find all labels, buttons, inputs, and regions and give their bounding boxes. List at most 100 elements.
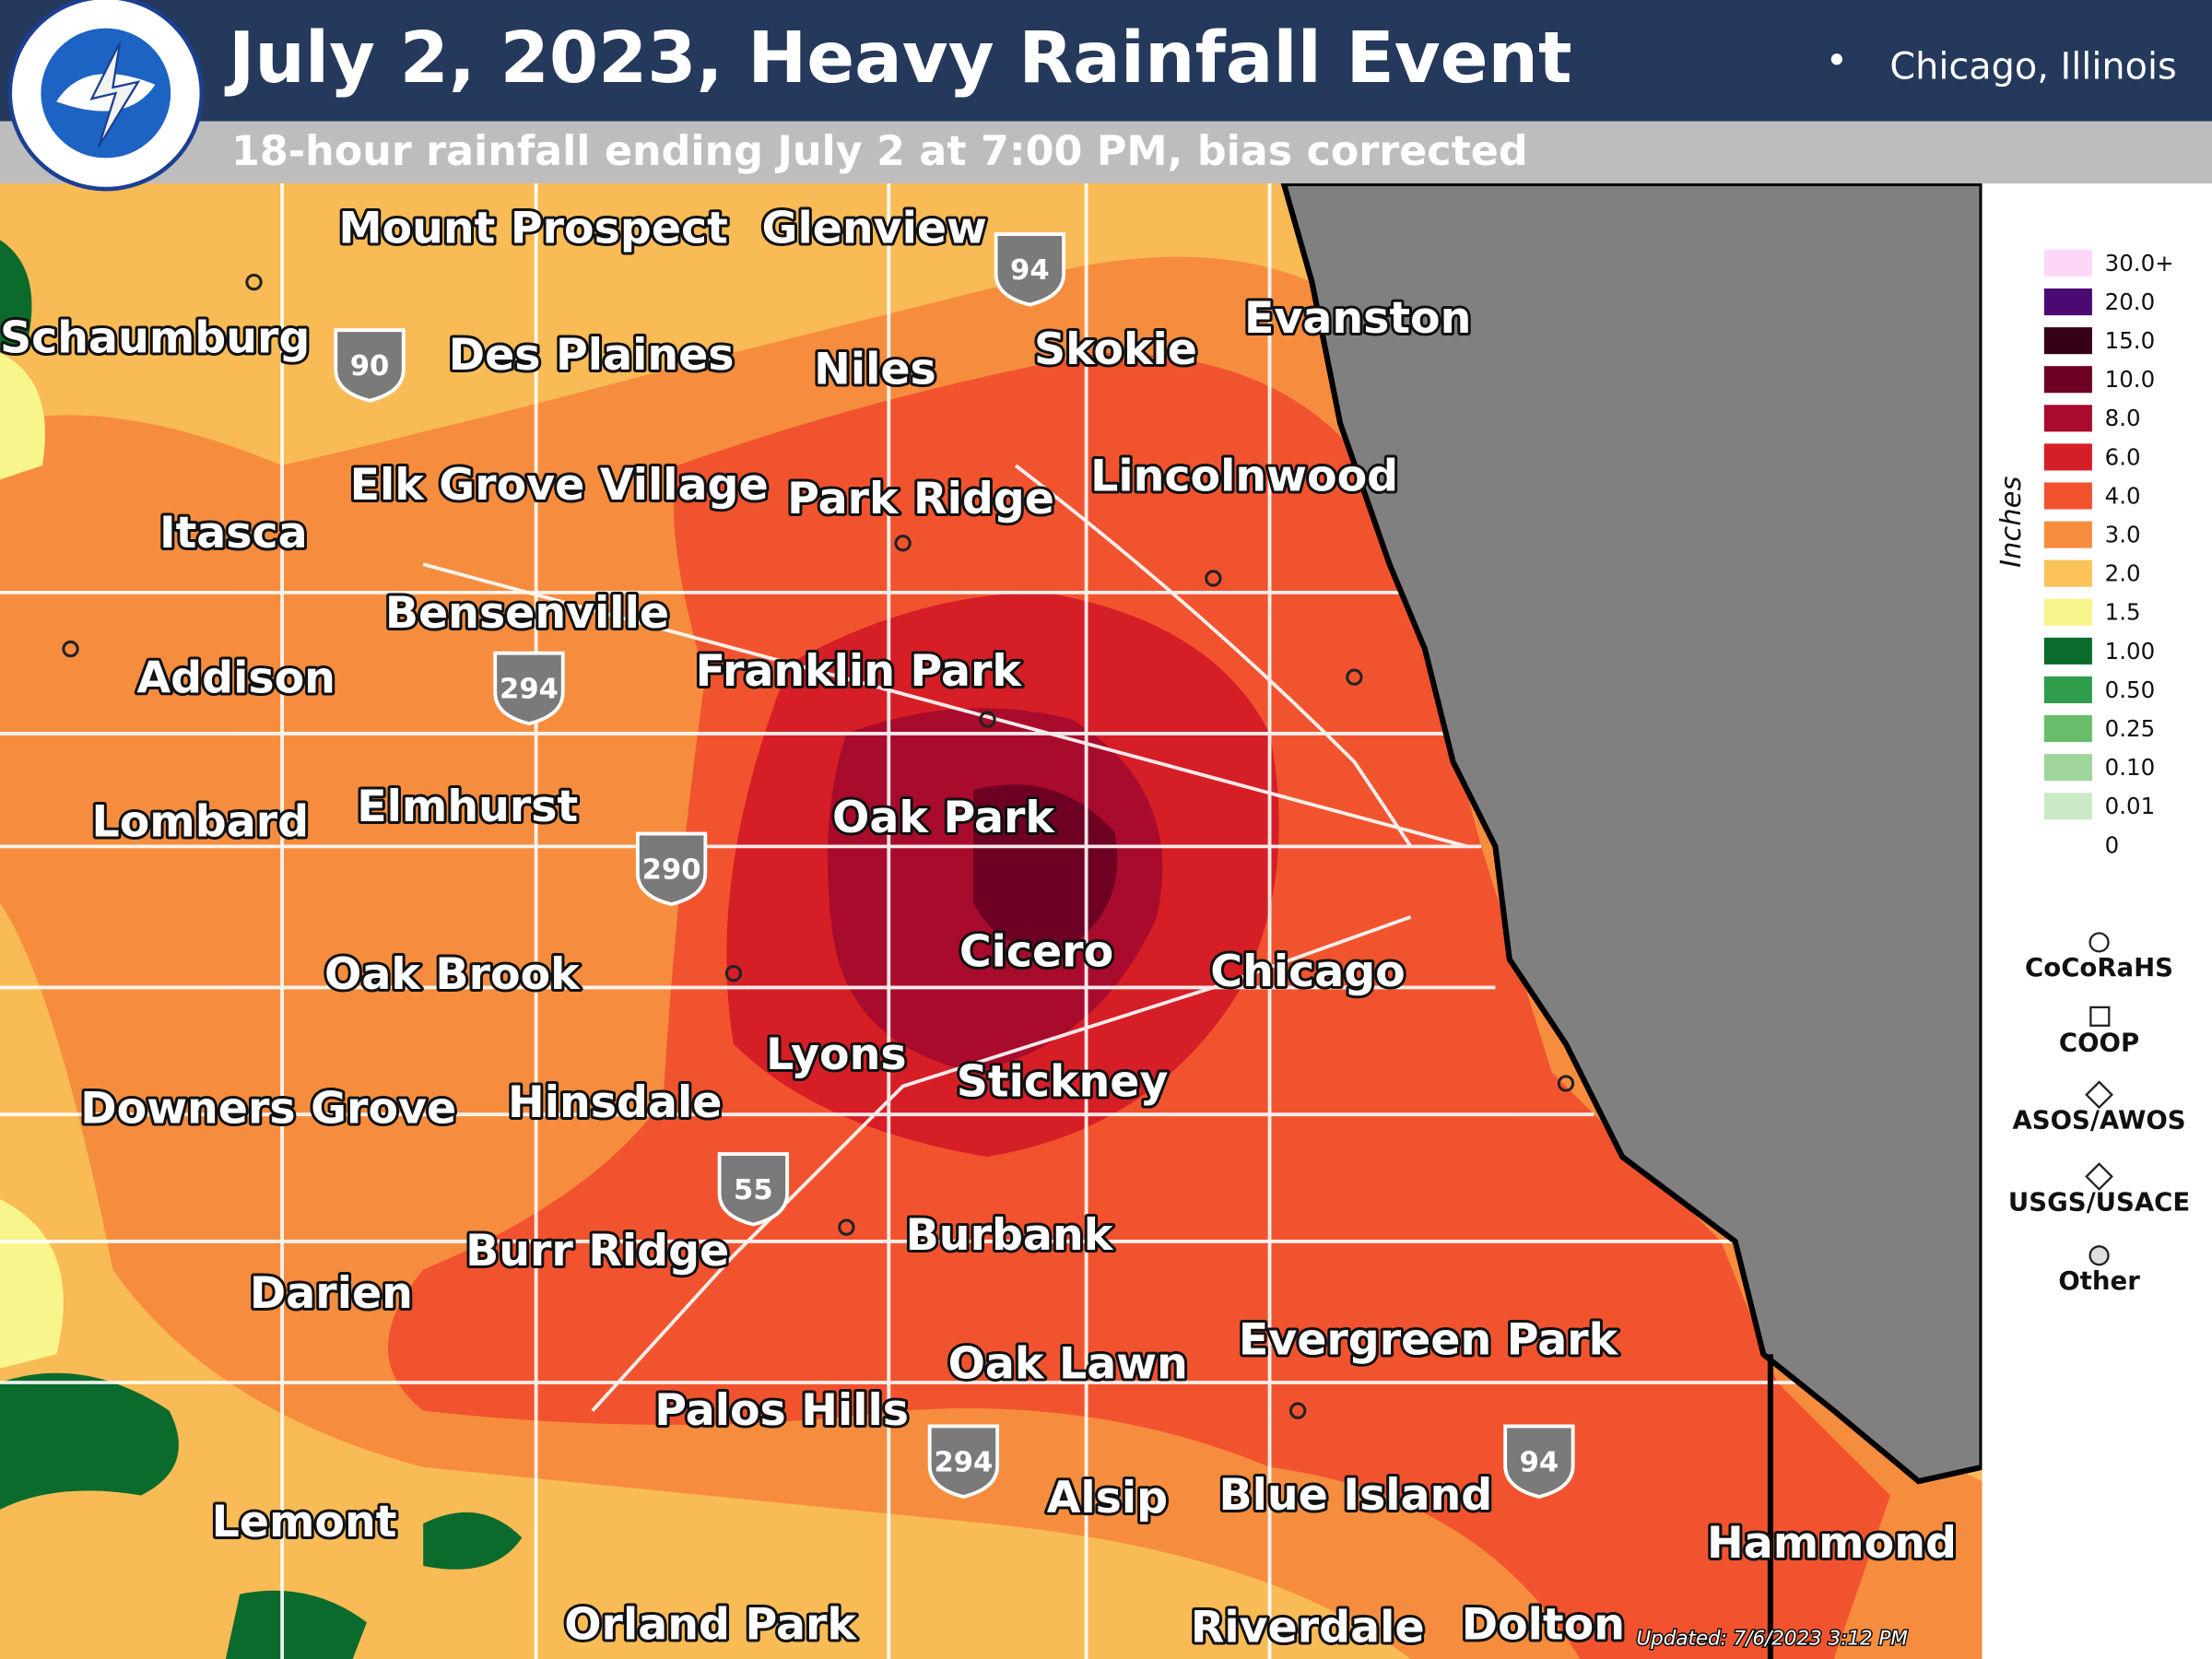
city-label: Lincolnwood [1090, 452, 1398, 502]
legend-swatch [2043, 405, 2092, 432]
city-label: Franklin Park [696, 646, 1023, 697]
symbol-icon [2085, 1080, 2113, 1110]
legend-panel [1982, 182, 2212, 1659]
legend-label: 30.0+ [2105, 250, 2174, 276]
city-label: Burbank [906, 1210, 1114, 1261]
legend-label: 8.0 [2105, 405, 2141, 431]
legend-label: 0 [2105, 831, 2120, 858]
legend-swatch [2043, 754, 2092, 782]
legend-label: 0.50 [2105, 677, 2155, 703]
city-label: Hammond [1707, 1518, 1957, 1569]
legend-swatch [2043, 598, 2092, 626]
legend-swatch [2043, 676, 2092, 704]
symbol-label: ASOS/AWOS [2012, 1105, 2185, 1135]
city-label: Blue Island [1218, 1470, 1492, 1521]
legend-swatch [2043, 715, 2092, 743]
legend-swatch [2043, 831, 2092, 859]
city-labels: Mount Prospect Glenview Schaumburg Des Plai… [0, 200, 1959, 1655]
symbol-legend: CoCoRaHS COOP ASOS/AWOS USGS/USACE Other [2008, 932, 2190, 1296]
city-label: Bensenville [385, 588, 669, 639]
city-label: Riverdale [1191, 1603, 1425, 1653]
city-label: Hinsdale [508, 1077, 722, 1128]
shield-number: 90 [350, 350, 390, 382]
shield-shape [994, 232, 1065, 307]
city-label: Schaumburg [0, 313, 310, 364]
legend-label: 0.01 [2105, 793, 2155, 819]
legend-swatch [2043, 327, 2092, 355]
symbol-icon [2088, 932, 2110, 953]
city-label: Elmhurst [357, 782, 578, 832]
legend-label: 1.5 [2105, 599, 2141, 626]
legend-swatch [2043, 637, 2092, 665]
city-label: Lyons [766, 1030, 907, 1080]
shield-number: 294 [934, 1446, 993, 1478]
city-label: Itasca [159, 508, 308, 559]
symbol-label: COOP [2059, 1028, 2139, 1057]
symbol-label: Other [2058, 1266, 2140, 1296]
city-label: Glenview [762, 203, 987, 253]
shield-number: 94 [1520, 1446, 1559, 1478]
header-bar [0, 0, 2212, 122]
city-label: Elk Grove Village [350, 460, 769, 511]
legend-label: 15.0 [2105, 327, 2155, 354]
city-label: Evanston [1244, 293, 1471, 344]
symbol-label: USGS/USACE [2008, 1187, 2190, 1217]
city-label: Lemont [212, 1497, 397, 1547]
city-label: Palos Hills [654, 1385, 909, 1436]
legend-swatch [2043, 521, 2092, 548]
symbol-label: CoCoRaHS [2025, 953, 2173, 982]
city-label: Orland Park [564, 1600, 857, 1651]
legend-swatch [2043, 482, 2092, 510]
shield-shape [334, 328, 406, 403]
shield-shape [927, 1424, 1000, 1499]
legend-title: Inches [1995, 477, 2028, 568]
city-label: Mount Prospect [338, 203, 727, 253]
shield-number: 55 [734, 1174, 773, 1206]
legend-label: 6.0 [2105, 443, 2141, 470]
legend-label: 0.25 [2105, 715, 2155, 742]
city-label: Niles [814, 344, 936, 394]
legend-label: 20.0 [2105, 288, 2155, 315]
city-label: Skokie [1034, 324, 1197, 375]
legend-label: 2.0 [2105, 560, 2141, 587]
legend: 30.0+ 20.0 15.0 10.0 8.0 6.0 4.0 3.0 2.0 1.5 1.00 0… [2043, 249, 2174, 859]
location-dot [1830, 53, 1842, 65]
city-label: Darien [250, 1268, 413, 1319]
legend-swatch [2043, 288, 2092, 316]
city-label: Des Plaines [449, 330, 735, 381]
city-label: Chicago [1210, 947, 1406, 997]
shield-shape [493, 651, 565, 726]
highway-shields: 94 90 294 290 55 294 94 [334, 232, 1575, 1499]
title: July 2, 2023, Heavy Rainfall Event [224, 18, 1572, 100]
location: Chicago, Illinois [1889, 46, 2176, 88]
city-label: Stickney [957, 1056, 1169, 1107]
legend-swatch [2043, 443, 2092, 471]
city-label: Oak Brook [324, 949, 581, 1000]
shield-number: 94 [1010, 254, 1050, 287]
city-label: Alsip [1047, 1473, 1168, 1524]
legend-label: 3.0 [2105, 522, 2141, 548]
shield-number: 290 [642, 854, 701, 887]
shield-shape [1503, 1424, 1575, 1499]
legend-label: 10.0 [2105, 366, 2155, 393]
nws-logo [7, 0, 205, 192]
city-label: Addison [136, 653, 335, 704]
map-base [0, 180, 1985, 1659]
city-label: Oak Park [832, 793, 1055, 843]
shield-shape [635, 831, 708, 907]
shield-shape [717, 1152, 789, 1227]
city-label: Dolton [1462, 1600, 1625, 1651]
legend-swatch [2043, 249, 2092, 276]
symbol-icon [2089, 1006, 2111, 1027]
legend-label: 0.10 [2105, 754, 2155, 781]
legend-swatch [2043, 366, 2092, 394]
shield-number: 294 [500, 674, 559, 706]
updated-note: Updated: 7/6/2023 3:12 PM [1637, 1628, 1908, 1651]
city-label: Burr Ridge [465, 1226, 729, 1277]
subtitle: 18-hour rainfall ending July 2 at 7:00 P… [231, 128, 1528, 175]
city-label: Evergreen Park [1239, 1314, 1619, 1365]
symbol-icon [2088, 1245, 2110, 1266]
city-label: Oak Lawn [948, 1338, 1188, 1389]
city-label: Cicero [959, 926, 1113, 977]
